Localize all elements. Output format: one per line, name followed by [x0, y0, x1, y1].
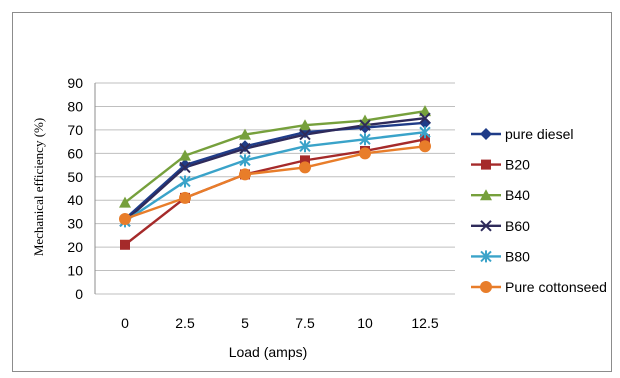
- legend-marker-b60: [480, 220, 492, 232]
- y-tick-label: 50: [67, 169, 83, 185]
- mechanical-efficiency-chart: 0 10 20 30 40 50 60 70 80 90 0 2.5 5 7.5 10 12.5 Mecha…: [31, 75, 607, 360]
- data-point-b20: [420, 134, 430, 145]
- y-tick-label: 40: [67, 192, 83, 208]
- data-point-b60: [179, 161, 191, 174]
- x-axis-ticks: 0 2.5 5 7.5 10 12.5: [121, 315, 439, 331]
- data-point-b60: [299, 128, 311, 141]
- data-point-b60: [359, 119, 371, 131]
- series-lines: [124, 109, 426, 246]
- series-line-b40: [124, 109, 426, 204]
- legend: pure diesel B20 B40 B60 B80 Pure cottonseed: [471, 126, 607, 295]
- x-tick-label: 12.5: [411, 315, 438, 331]
- y-axis-ticks: 0 10 20 30 40 50 60 70 80 90: [67, 75, 83, 302]
- legend-marker-b80: [480, 250, 492, 263]
- x-tick-label: 2.5: [175, 315, 195, 331]
- data-point-pure-cottonseed: [359, 147, 371, 160]
- data-point-pure-cottonseed: [239, 168, 251, 181]
- data-point-b80: [179, 175, 191, 188]
- data-point-pure-diesel: [239, 140, 251, 153]
- legend-label-pure-diesel: pure diesel: [505, 126, 574, 142]
- series-line-b20: [124, 138, 426, 246]
- data-point-b60: [239, 142, 251, 155]
- legend-marker-b20: [481, 159, 491, 170]
- data-point-pure-cottonseed: [299, 161, 311, 174]
- data-point-pure-diesel: [179, 159, 191, 172]
- data-point-b20: [120, 239, 130, 250]
- data-point-pure-cottonseed: [119, 212, 131, 225]
- series-line-b60: [124, 116, 426, 223]
- data-point-b40: [119, 196, 131, 208]
- y-tick-label: 30: [67, 216, 83, 232]
- y-tick-label: 90: [67, 75, 83, 91]
- x-tick-label: 5: [241, 315, 249, 331]
- data-point-b40: [299, 119, 311, 131]
- data-point-b80: [239, 154, 251, 167]
- y-tick-label: 80: [67, 98, 83, 114]
- data-point-b40: [239, 128, 251, 140]
- legend-label-b80: B80: [505, 248, 530, 264]
- data-point-b40: [179, 149, 191, 161]
- y-tick-label: 0: [75, 286, 83, 302]
- series-line-b80: [124, 131, 426, 223]
- y-tick-label: 10: [67, 263, 83, 279]
- x-axis-title: Load (amps): [229, 344, 308, 360]
- data-point-b40: [419, 105, 431, 117]
- series-line-pure-cottonseed: [124, 145, 426, 221]
- x-tick-label: 0: [121, 315, 129, 331]
- y-axis-title: Mechanical efficiency (%): [31, 118, 46, 256]
- data-point-b80: [359, 133, 371, 146]
- series-markers: [119, 105, 431, 250]
- chart-frame: 0 10 20 30 40 50 60 70 80 90 0 2.5 5 7.5 10 12.5 Mecha…: [12, 12, 612, 372]
- x-tick-label: 10: [357, 315, 373, 331]
- y-tick-label: 60: [67, 145, 83, 161]
- legend-label-b60: B60: [505, 218, 530, 234]
- data-point-b80: [419, 126, 431, 139]
- series-line-pure-diesel: [124, 121, 426, 220]
- y-tick-label: 70: [67, 122, 83, 138]
- legend-marker-pure-cottonseed: [480, 281, 492, 293]
- legend-label-pure-cottonseed: Pure cottonseed: [505, 279, 607, 295]
- y-tick-label: 20: [67, 239, 83, 255]
- legend-label-b20: B20: [505, 157, 530, 173]
- legend-label-b40: B40: [505, 187, 530, 203]
- grid-lines: [94, 82, 455, 295]
- data-point-pure-cottonseed: [419, 140, 431, 153]
- legend-marker-pure-diesel: [480, 128, 492, 140]
- x-tick-label: 7.5: [295, 315, 315, 331]
- data-point-pure-cottonseed: [179, 191, 191, 204]
- data-point-b60: [419, 112, 431, 124]
- data-point-b80: [299, 140, 311, 153]
- legend-marker-b40: [480, 189, 492, 201]
- data-point-b20: [300, 155, 310, 166]
